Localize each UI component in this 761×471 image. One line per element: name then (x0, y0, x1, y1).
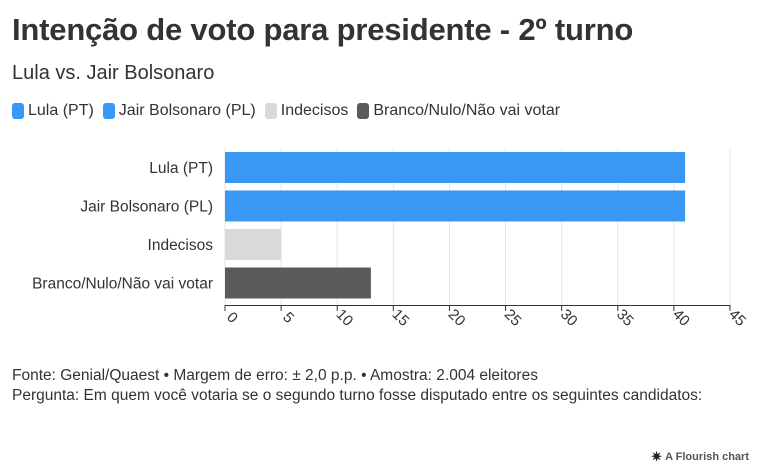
legend-label: Jair Bolsonaro (PL) (118, 102, 256, 119)
bar-chart: Lula (PT) Jair Bolsonaro (PL) Indecisos Bra… (32, 148, 749, 330)
legend-label: Indecisos (280, 102, 349, 119)
x-tick-label: 25 (501, 306, 525, 330)
legend-label: Lula (PT) (28, 102, 94, 119)
question-note: Pergunta: Em quem você votaria se o segu… (12, 387, 703, 404)
chart-subtitle: Lula vs. Jair Bolsonaro (12, 62, 215, 84)
bar[interactable] (225, 267, 371, 299)
bar[interactable] (225, 190, 686, 222)
chart-title: Intenção de voto para presidente - 2º tu… (12, 12, 634, 47)
category-label: Lula (PT) (149, 160, 213, 177)
x-tick-label: 5 (279, 309, 297, 327)
legend-swatch (102, 103, 115, 119)
legend-item-lula[interactable]: Lula (PT) (12, 102, 94, 120)
category-label: Jair Bolsonaro (PL) (80, 199, 213, 216)
x-tick-label: 35 (613, 306, 637, 330)
flourish-logo-icon: ✷ (651, 449, 663, 464)
x-tick-label: 15 (389, 306, 413, 330)
x-tick-label: 0 (223, 309, 241, 327)
x-tick-label: 30 (557, 306, 581, 330)
legend-item-branco-nulo[interactable]: Branco/Nulo/Não vai votar (357, 102, 560, 120)
bar[interactable] (225, 229, 282, 260)
category-label: Branco/Nulo/Não vai votar (32, 276, 213, 293)
bar[interactable] (225, 152, 686, 183)
legend-item-indecisos[interactable]: Indecisos (264, 102, 349, 120)
x-tick-label: 40 (669, 306, 693, 330)
x-tick-label: 45 (725, 306, 749, 330)
x-tick-label: 20 (445, 306, 469, 330)
legend: Lula (PT) Jair Bolsonaro (PL) Indecisos … (12, 102, 569, 120)
flourish-credit[interactable]: ✷ A Flourish chart (651, 449, 749, 465)
x-tick-label: 10 (332, 306, 356, 330)
category-label: Indecisos (148, 237, 214, 254)
flourish-credit-label: A Flourish chart (665, 451, 749, 463)
legend-label: Branco/Nulo/Não vai votar (373, 102, 561, 119)
legend-swatch (264, 103, 277, 119)
legend-swatch (357, 103, 370, 119)
legend-swatch (12, 103, 24, 119)
legend-item-bolsonaro[interactable]: Jair Bolsonaro (PL) (102, 102, 256, 120)
source-note: Fonte: Genial/Quaest • Margem de erro: ±… (12, 367, 538, 384)
footer: Fonte: Genial/Quaest • Margem de erro: ±… (12, 366, 712, 406)
